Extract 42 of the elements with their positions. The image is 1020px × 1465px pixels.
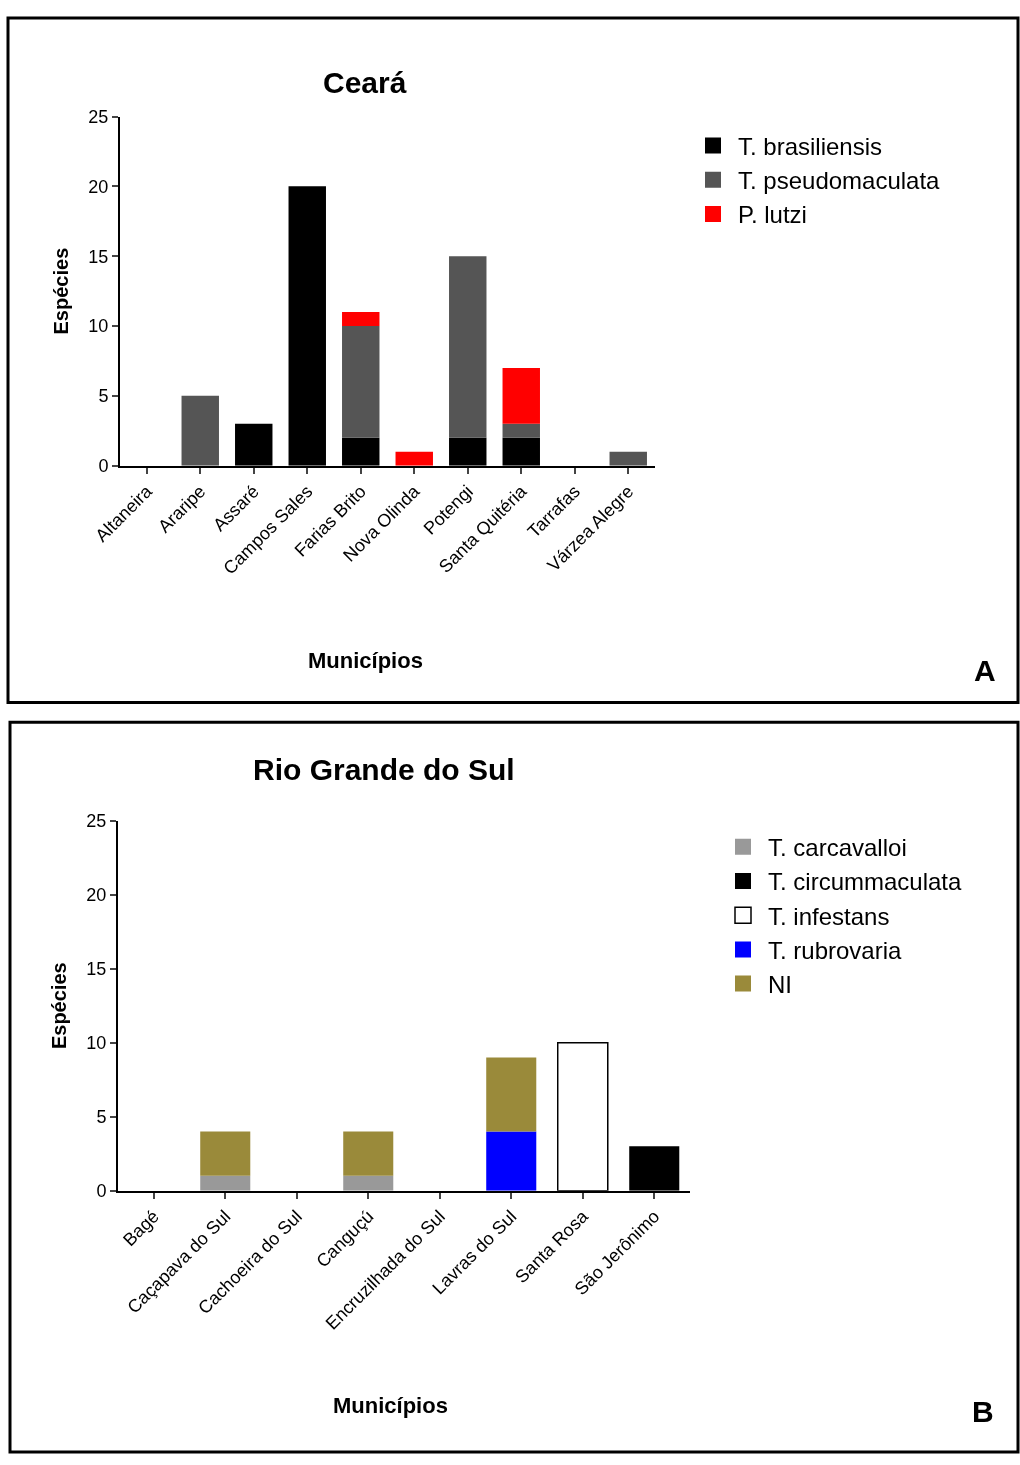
bar xyxy=(486,1131,537,1191)
y-tick-label: 15 xyxy=(88,246,109,267)
bar xyxy=(343,1131,394,1176)
y-tick-label: 10 xyxy=(88,316,109,337)
bar xyxy=(502,367,540,424)
bar xyxy=(200,1131,251,1176)
text: A xyxy=(974,654,996,687)
y-tick-label: 25 xyxy=(88,106,109,127)
y-tick-label: 0 xyxy=(96,1180,107,1201)
bar xyxy=(502,423,540,438)
y-axis-title: Espécies xyxy=(50,247,73,335)
bar xyxy=(395,451,433,466)
y-tick-label: 20 xyxy=(88,176,109,197)
y-tick-label: 15 xyxy=(86,959,107,980)
bar xyxy=(342,312,380,327)
legend-label: T. rubrovaria xyxy=(768,936,903,964)
chart-title: Ceará xyxy=(323,66,407,99)
legend-label: NI xyxy=(768,970,792,998)
chart-title: Rio Grande do Sul xyxy=(253,753,515,786)
bar xyxy=(181,395,219,466)
legend-label: T. pseudomaculata xyxy=(738,167,941,195)
x-axis-title: Municípios xyxy=(308,648,423,673)
y-tick-label: 5 xyxy=(96,1106,107,1127)
y-tick-label: 20 xyxy=(86,885,107,906)
bar xyxy=(200,1175,251,1191)
y-tick-label: 10 xyxy=(86,1033,107,1054)
y-tick-label: 25 xyxy=(86,811,107,832)
legend-label: T. brasiliensis xyxy=(738,132,883,160)
y-axis-title: Espécies xyxy=(48,962,71,1050)
text: B xyxy=(972,1395,994,1428)
bar xyxy=(449,256,487,438)
y-tick-label: 0 xyxy=(98,456,109,476)
y-tick-label: 5 xyxy=(98,386,109,407)
legend-label: T. carcavalloi xyxy=(768,834,907,862)
bar xyxy=(609,451,647,466)
legend-label: P. lutzi xyxy=(738,201,807,229)
legend-label: T. infestans xyxy=(768,902,890,930)
bar xyxy=(343,1175,394,1191)
bar xyxy=(486,1057,537,1132)
bar xyxy=(342,326,380,438)
x-axis-title: Municípios xyxy=(333,1393,448,1418)
legend-label: T. circummaculata xyxy=(768,868,963,896)
